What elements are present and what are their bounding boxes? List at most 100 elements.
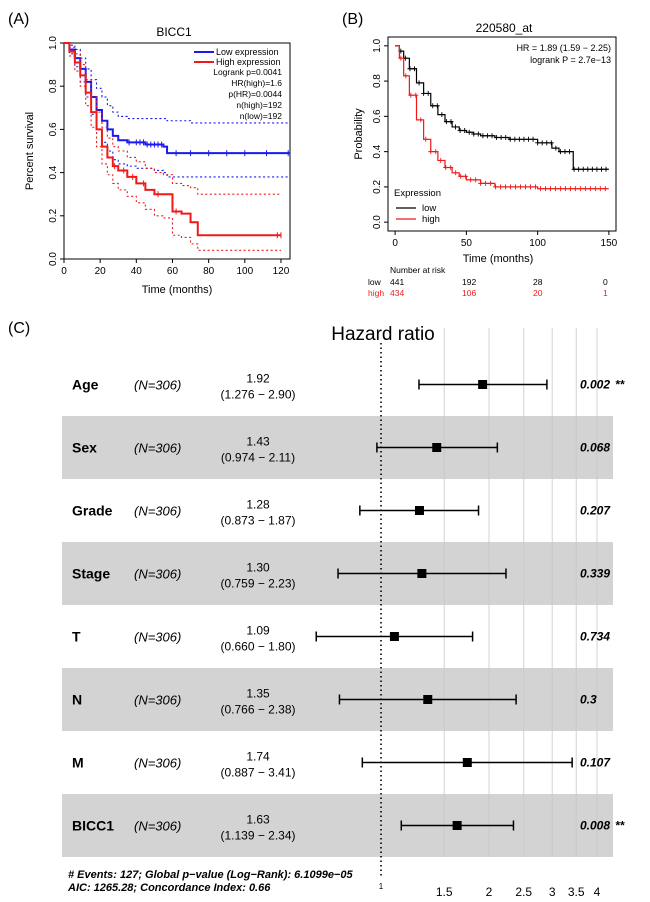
risk-high-150: 1 bbox=[603, 288, 608, 298]
panel-b-xlabel: Time (months) bbox=[463, 253, 534, 265]
row-hr-stage: 1.30 bbox=[246, 561, 270, 575]
a-ytick-label-1: 0.2 bbox=[48, 208, 59, 222]
panel-a-axes: 0 20 40 60 80 100 120 0.0 0.2 0.4 0.6 0.8 1.0 bbox=[48, 36, 290, 277]
row-hr-m: 1.74 bbox=[246, 750, 270, 764]
b-censor-high-27 bbox=[532, 184, 538, 190]
row-sig-bicc1: ** bbox=[615, 819, 626, 833]
b-censor-low-27 bbox=[521, 136, 527, 142]
b-censor-low-29 bbox=[530, 136, 536, 142]
b-ytick-label-2: 0.4 bbox=[372, 144, 383, 158]
risk-row-low-name: low bbox=[368, 277, 382, 287]
b-censor-low-37 bbox=[567, 149, 573, 155]
b-censor-low-10 bbox=[443, 119, 449, 125]
stat-hr: HR(high)=1.6 bbox=[231, 78, 282, 88]
b-censor-high-35 bbox=[572, 186, 578, 192]
panel-a-label: (A) bbox=[8, 11, 29, 28]
b-censor-low-35 bbox=[557, 149, 563, 155]
b-curve-high bbox=[395, 45, 609, 190]
b-censor-high-9 bbox=[443, 165, 449, 171]
b-censor-low-7 bbox=[430, 103, 436, 109]
risk-table: Number at risk low 441 192 28 0 high 434… bbox=[368, 265, 608, 298]
b-censor-high-1 bbox=[403, 73, 409, 79]
b-censor-low-9 bbox=[439, 112, 445, 118]
a-xtick-label-5: 100 bbox=[236, 266, 253, 277]
b-censor-high-6 bbox=[428, 149, 434, 155]
b-xtick-label-0: 0 bbox=[392, 238, 398, 249]
b-censor-high-7 bbox=[433, 149, 439, 155]
row-n-age: (N=306) bbox=[134, 378, 181, 393]
legend-title-expression: Expression bbox=[394, 188, 441, 199]
b-censor-high-23 bbox=[513, 184, 519, 190]
b-censor-high-14 bbox=[468, 177, 474, 183]
a-xtick-label-1: 20 bbox=[95, 266, 107, 277]
x-tick-label-1: 1.5 bbox=[436, 885, 453, 899]
b-censor-low-44 bbox=[598, 166, 604, 172]
panel-b-axes: 0 50 100 150 0.0 0.2 0.4 0.6 0.8 1.0 bbox=[372, 38, 618, 249]
forest-row-bands bbox=[62, 416, 613, 857]
b-ytick-label-5: 1.0 bbox=[372, 38, 383, 52]
panel-a-xlabel: Time (months) bbox=[142, 284, 213, 296]
forest-row-n: N (N=306) 1.35 (0.766 − 2.38) 0.3 bbox=[72, 687, 597, 717]
b-censor-low-31 bbox=[539, 140, 545, 146]
row-n-m: (N=306) bbox=[134, 756, 181, 771]
b-censor-low-19 bbox=[484, 133, 490, 139]
b-censor-high-22 bbox=[508, 184, 514, 190]
forest-row-bicc1: BICC1 (N=306) 1.63 (1.139 − 2.34) 0.008 ** bbox=[72, 813, 626, 843]
panel-b-title: 220580_at bbox=[476, 21, 533, 35]
b-censor-high-25 bbox=[523, 184, 529, 190]
row-hr-grade: 1.28 bbox=[246, 498, 270, 512]
row-label-age: Age bbox=[72, 377, 99, 393]
panel-b-curves bbox=[395, 45, 609, 192]
x-tick-label-4: 3 bbox=[549, 885, 556, 899]
x-tick-label-5: 3.5 bbox=[568, 885, 585, 899]
x-tick-label-2: 2 bbox=[486, 885, 493, 899]
a-ci-upper-high bbox=[64, 42, 281, 195]
row-n-bicc1: (N=306) bbox=[134, 819, 181, 834]
risk-low-50: 192 bbox=[462, 277, 476, 287]
b-censor-high-17 bbox=[483, 180, 489, 186]
b-censor-low-32 bbox=[544, 140, 550, 146]
risk-low-150: 0 bbox=[603, 277, 608, 287]
stat-p-hr: p(HR)=0.0044 bbox=[228, 89, 282, 99]
hr-point-n bbox=[423, 695, 433, 704]
row-ci-sex: (0.974 − 2.11) bbox=[221, 451, 295, 465]
b-censor-high-28 bbox=[537, 186, 543, 192]
forest-row-grade: Grade (N=306) 1.28 (0.873 − 1.87) 0.207 bbox=[72, 498, 611, 528]
b-censor-high-19 bbox=[493, 184, 499, 190]
panel-b-plot-frame bbox=[387, 36, 617, 232]
panel-a-curves bbox=[64, 42, 290, 251]
panel-b-legend: Expression low high bbox=[394, 188, 441, 225]
hr-point-age bbox=[478, 380, 488, 389]
risk-low-100: 28 bbox=[533, 277, 543, 287]
row-p-m: 0.107 bbox=[580, 756, 611, 770]
b-xtick-label-3: 150 bbox=[601, 238, 618, 249]
row-ci-bicc1: (1.139 − 2.34) bbox=[220, 829, 295, 843]
hr-point-t bbox=[389, 632, 399, 641]
row-label-n: N bbox=[72, 692, 82, 708]
b-censor-high-0 bbox=[398, 55, 404, 61]
hr-point-m bbox=[462, 758, 472, 767]
row-ci-t: (0.660 − 1.80) bbox=[220, 640, 295, 654]
b-censor-high-40 bbox=[597, 186, 603, 192]
panel-c-label: (C) bbox=[8, 320, 30, 337]
b-censor-high-41 bbox=[602, 186, 608, 192]
b-censor-low-17 bbox=[475, 131, 481, 137]
row-band-bicc1 bbox=[62, 794, 613, 857]
b-censor-high-21 bbox=[503, 184, 509, 190]
risk-row-high-name: high bbox=[368, 288, 384, 298]
b-censor-high-31 bbox=[552, 186, 558, 192]
row-band-n bbox=[62, 668, 613, 731]
b-censor-low-18 bbox=[480, 133, 486, 139]
b-censor-low-33 bbox=[548, 140, 554, 146]
panel-a-ylabel: Percent survival bbox=[24, 112, 36, 190]
b-ytick-label-3: 0.6 bbox=[372, 109, 383, 123]
row-n-grade: (N=306) bbox=[134, 504, 181, 519]
b-censor-high-5 bbox=[423, 136, 429, 142]
row-hr-age: 1.92 bbox=[246, 372, 270, 386]
footer-events: # Events: 127; Global p−value (Log−Rank)… bbox=[68, 869, 353, 881]
x-tick-label-3: 2.5 bbox=[515, 885, 532, 899]
b-censor-low-28 bbox=[526, 136, 532, 142]
b-censor-low-43 bbox=[594, 166, 600, 172]
b-ytick-label-0: 0.0 bbox=[372, 215, 383, 229]
legend-label-low: low bbox=[422, 203, 436, 214]
